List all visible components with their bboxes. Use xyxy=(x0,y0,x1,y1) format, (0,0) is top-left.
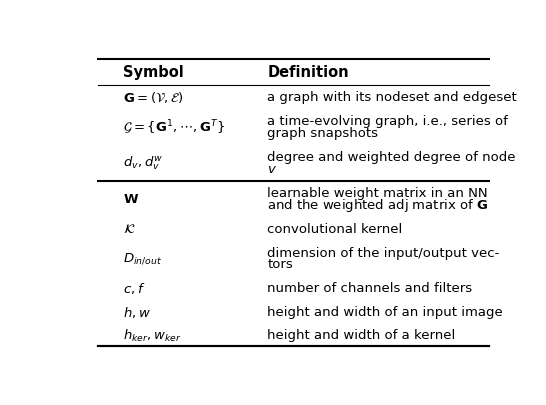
Text: tors: tors xyxy=(267,258,293,271)
Text: $h_{ker}, w_{ker}$: $h_{ker}, w_{ker}$ xyxy=(123,327,182,343)
Text: height and width of an input image: height and width of an input image xyxy=(267,305,503,318)
Text: $c, f$: $c, f$ xyxy=(123,281,146,295)
Text: height and width of a kernel: height and width of a kernel xyxy=(267,328,455,341)
Text: convolutional kernel: convolutional kernel xyxy=(267,222,402,235)
Text: a time-evolving graph, i.e., series of: a time-evolving graph, i.e., series of xyxy=(267,115,508,128)
Text: learnable weight matrix in an NN: learnable weight matrix in an NN xyxy=(267,187,488,200)
Text: Definition: Definition xyxy=(267,65,349,80)
Text: $\mathbf{W}$: $\mathbf{W}$ xyxy=(123,193,139,206)
Text: number of channels and filters: number of channels and filters xyxy=(267,281,472,294)
Text: a graph with its nodeset and edgeset: a graph with its nodeset and edgeset xyxy=(267,91,517,104)
Text: $\mathcal{K}$: $\mathcal{K}$ xyxy=(123,222,135,235)
Text: and the weighted adj matrix of $\mathbf{G}$: and the weighted adj matrix of $\mathbf{… xyxy=(267,196,488,213)
Text: degree and weighted degree of node: degree and weighted degree of node xyxy=(267,151,515,164)
Text: $v$: $v$ xyxy=(267,163,277,176)
Text: dimension of the input/output vec-: dimension of the input/output vec- xyxy=(267,246,500,259)
Text: Symbol: Symbol xyxy=(123,65,184,80)
Text: $d_v, d_v^w$: $d_v, d_v^w$ xyxy=(123,154,163,172)
Text: $D_{in/out}$: $D_{in/out}$ xyxy=(123,251,163,266)
Text: $\mathcal{G} = \{\mathbf{G}^1, \cdots, \mathbf{G}^T\}$: $\mathcal{G} = \{\mathbf{G}^1, \cdots, \… xyxy=(123,118,225,136)
Text: $h, w$: $h, w$ xyxy=(123,304,151,319)
Text: graph snapshots: graph snapshots xyxy=(267,127,378,140)
Text: $\mathbf{G} = (\mathcal{V}, \mathcal{E})$: $\mathbf{G} = (\mathcal{V}, \mathcal{E})… xyxy=(123,90,184,105)
